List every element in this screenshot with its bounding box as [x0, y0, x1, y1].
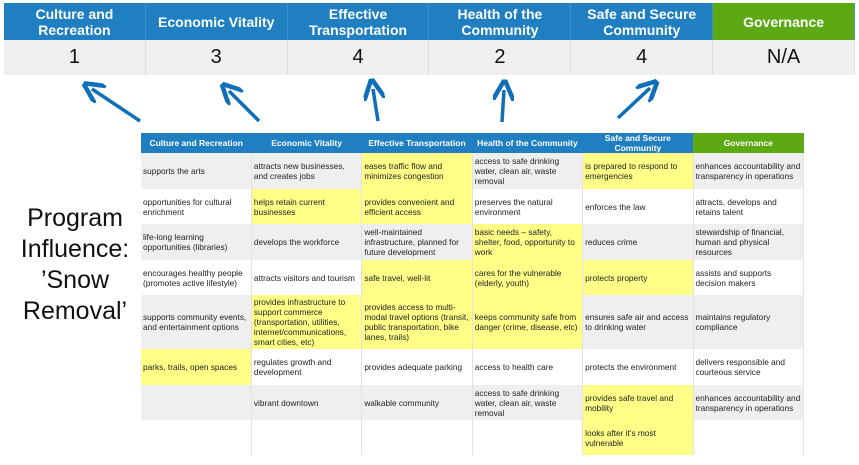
program-influence-label: Program Influence: ’Snow Removal’: [20, 204, 130, 325]
summary-score: 4: [287, 40, 430, 75]
matrix-cell: preserves the natural environment: [472, 189, 584, 224]
matrix-cell: helps retain current businesses: [251, 189, 363, 224]
matrix-cell: enforces the law: [582, 189, 694, 224]
matrix-cell: enhances accountability and transparency…: [693, 153, 805, 189]
matrix-cell: attracts, develops and retains talent: [693, 189, 805, 224]
matrix-cell: provides convenient and efficient access: [361, 189, 473, 224]
summary-score: 1: [4, 40, 146, 75]
arrow-icon: [229, 91, 261, 123]
arrow-icon: [92, 89, 141, 123]
matrix-cell: [361, 420, 473, 455]
matrix-cell: keeps community safe from danger (crime,…: [472, 295, 584, 349]
matrix-cell: provides access to multi-modal travel op…: [361, 295, 473, 349]
matrix-cell: parks, trails, open spaces: [141, 349, 252, 385]
summary-header: Safe and Secure Community: [571, 3, 714, 40]
table-row: supports the arts attracts new businesses…: [141, 153, 805, 189]
matrix-cell: [141, 385, 252, 420]
matrix-cell: access to safe drinking water, clean air…: [472, 153, 584, 189]
summary-score: 4: [571, 40, 714, 75]
matrix-cell: develops the workforce: [251, 224, 363, 260]
table-row: parks, trails, open spaces regulates grow…: [141, 349, 805, 385]
matrix-cell: maintains regulatory compliance: [693, 295, 805, 349]
table-row: supports community events, and entertain…: [141, 295, 805, 349]
matrix-cell: enhances accountability and transparency…: [693, 385, 805, 420]
matrix-cell: [472, 420, 584, 455]
matrix-cell: provides adequate parking: [361, 349, 473, 385]
matrix-cell: access to safe drinking water, clean air…: [472, 385, 584, 420]
matrix-cell: reduces crime: [582, 224, 694, 260]
matrix-cell: [141, 420, 252, 455]
matrix-cell: ensures safe air and access to drinking …: [582, 295, 694, 349]
summary-scores: Culture and Recreation 1 Economic Vitality…: [4, 3, 855, 75]
summary-header: Governance: [713, 3, 855, 40]
arrow-icon: [373, 89, 378, 122]
matrix-header: Economic Vitality: [251, 133, 362, 153]
arrow-icon: [616, 88, 650, 120]
matrix-header: Safe and Secure Community: [582, 133, 694, 153]
matrix-cell: [251, 420, 363, 455]
matrix-cell: cares for the vulnerable (elderly, youth…: [472, 260, 584, 295]
matrix-header: Governance: [693, 133, 804, 153]
matrix-header: Culture and Recreation: [141, 133, 252, 153]
influence-matrix: Culture and Recreation Economic Vitality E…: [141, 133, 805, 455]
table-row: life-long learning opportunities (librar…: [141, 224, 805, 260]
matrix-cell: [693, 420, 805, 455]
matrix-cell: access to health care: [472, 349, 584, 385]
summary-header: Economic Vitality: [145, 3, 288, 40]
matrix-cell: walkable community: [361, 385, 473, 420]
matrix-cell: supports community events, and entertain…: [141, 295, 252, 349]
matrix-header: Health of the Community: [472, 133, 583, 153]
matrix-cell: safe travel, well-lit: [361, 260, 473, 295]
matrix-cell: opportunities for cultural enrichment: [141, 189, 252, 224]
matrix-cell: looks after it's most vulnerable: [582, 420, 694, 455]
matrix-cell: is prepared to respond to emergencies: [582, 153, 694, 189]
matrix-cell: life-long learning opportunities (librar…: [141, 224, 252, 260]
matrix-cell: encourages healthy people (promotes acti…: [141, 260, 252, 295]
summary-score: 3: [145, 40, 288, 75]
matrix-cell: protects property: [582, 260, 694, 295]
matrix-cell: provides safe travel and mobility: [582, 385, 694, 420]
summary-header: Culture and Recreation: [4, 3, 146, 40]
summary-score: 2: [429, 40, 572, 75]
table-row: encourages healthy people (promotes acti…: [141, 260, 805, 295]
summary-header: Health of the Community: [429, 3, 572, 40]
matrix-cell: attracts visitors and tourism: [251, 260, 363, 295]
table-row: looks after it's most vulnerable: [141, 420, 805, 455]
summary-header: Effective Transportation: [287, 3, 430, 40]
matrix-header: Effective Transportation: [361, 133, 473, 153]
matrix-cell: stewardship of financial, human and phys…: [693, 224, 805, 260]
matrix-cell: attracts new businesses, and creates job…: [251, 153, 363, 189]
matrix-cell: provides infrastructure to support comme…: [251, 295, 363, 349]
matrix-cell: protects the environment: [582, 349, 694, 385]
arrows: [0, 0, 859, 123]
matrix-cell: regulates growth and development: [251, 349, 363, 385]
summary-score: N/A: [713, 40, 855, 75]
table-row: vibrant downtown walkable community access…: [141, 385, 805, 420]
matrix-cell: well-maintained infrastructure, planned …: [361, 224, 473, 260]
matrix-cell: supports the arts: [141, 153, 252, 189]
matrix-cell: delivers responsible and courteous servi…: [693, 349, 805, 385]
matrix-cell: basic needs – safety, shelter, food, opp…: [472, 224, 584, 260]
arrow-icon: [502, 90, 504, 123]
table-row: opportunities for cultural enrichment hel…: [141, 189, 805, 224]
matrix-cell: vibrant downtown: [251, 385, 363, 420]
matrix-cell: assists and supports decision makers: [693, 260, 805, 295]
matrix-cell: eases traffic flow and minimizes congest…: [361, 153, 473, 189]
